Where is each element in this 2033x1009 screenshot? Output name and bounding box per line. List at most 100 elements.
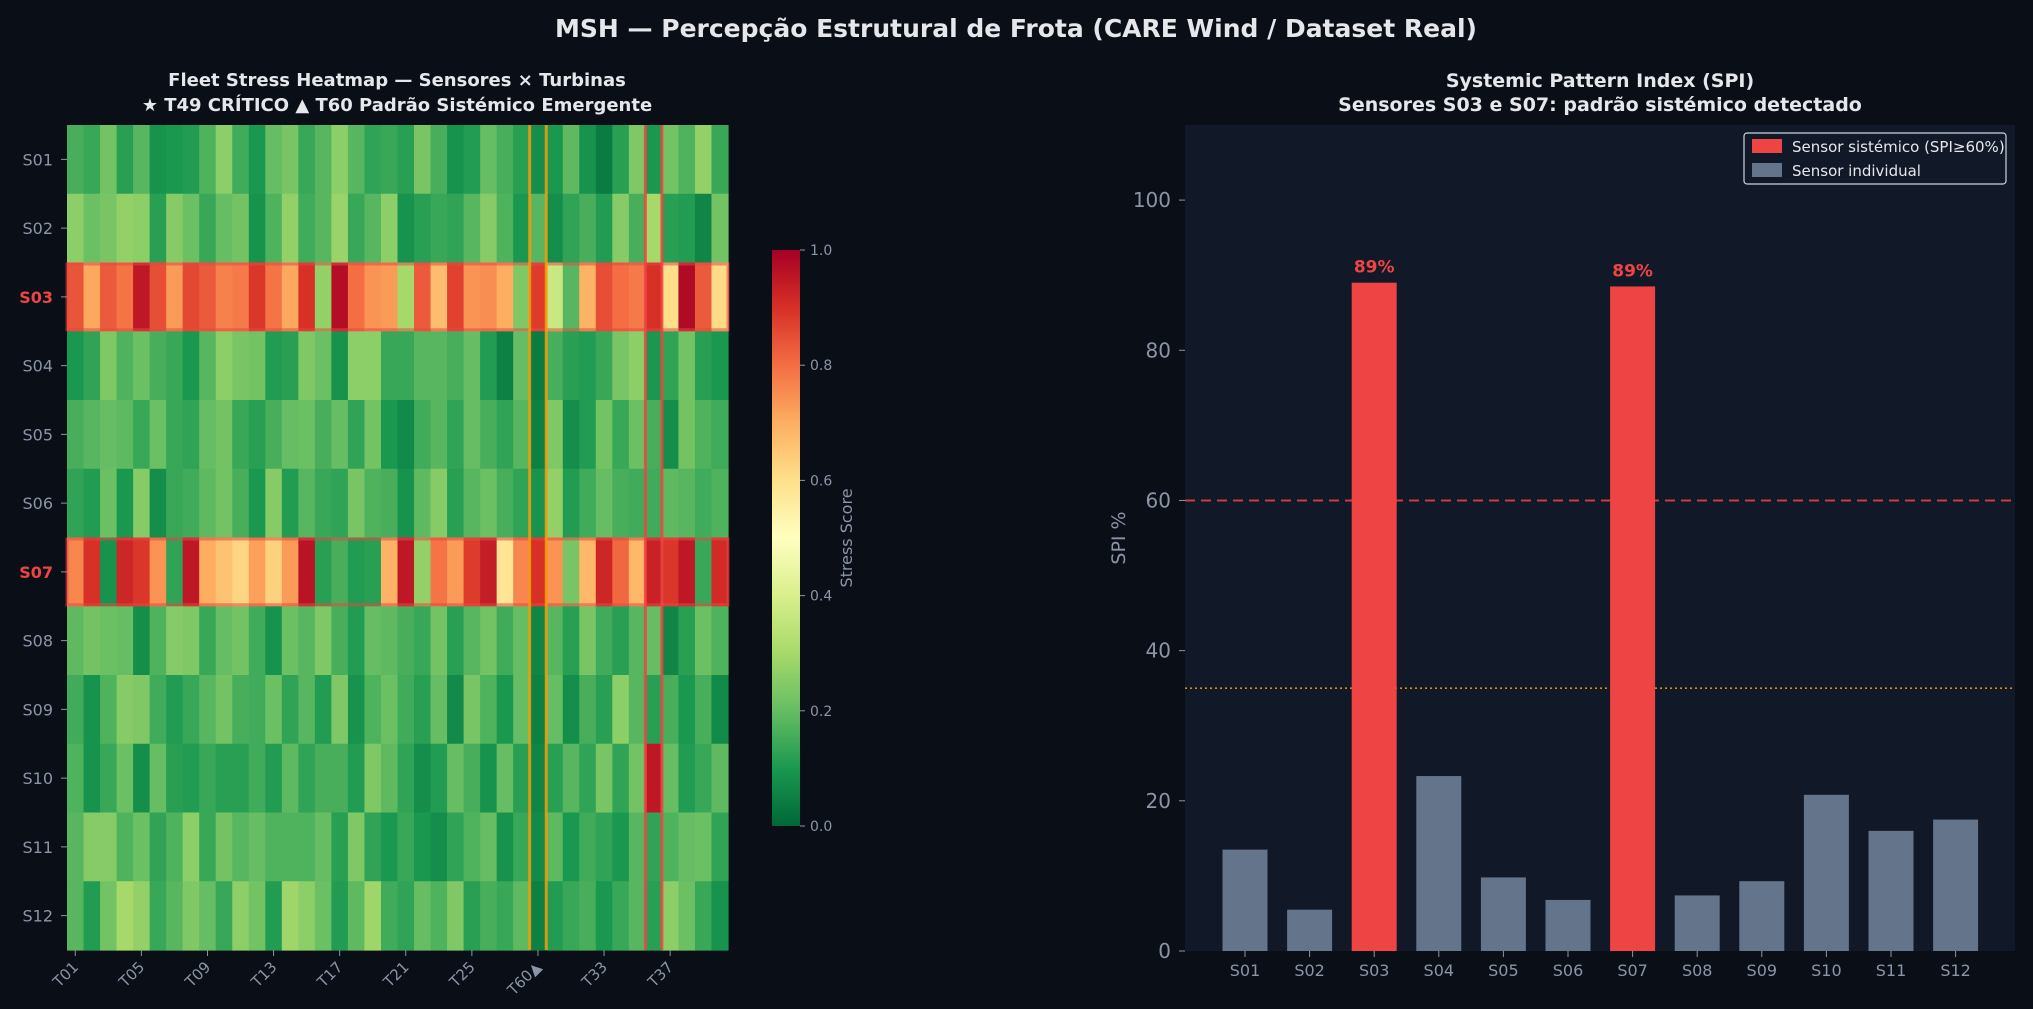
heatmap-cell xyxy=(661,125,680,195)
heatmap-cell xyxy=(215,125,233,195)
bar-s09 xyxy=(1739,881,1785,951)
heatmap-row-label: S11 xyxy=(22,838,53,857)
legend-label-systemic: Sensor sistémico (SPI≥60%) xyxy=(1792,138,2005,156)
heatmap-cell xyxy=(116,331,134,401)
heatmap-cell xyxy=(116,125,134,195)
heatmap-cell xyxy=(562,468,580,539)
heatmap-cell xyxy=(546,193,564,264)
heatmap-cell xyxy=(529,468,547,539)
bar-ytick-label: 0 xyxy=(1158,939,1171,963)
heatmap-cell xyxy=(645,881,663,951)
heatmap-cell xyxy=(281,400,299,470)
heatmap-cell xyxy=(628,537,646,607)
heatmap-cell xyxy=(546,881,564,951)
heatmap-cell xyxy=(248,262,266,332)
heatmap-title-line2: ★ T49 CRÍTICO ▲ T60 Padrão Sistémico Eme… xyxy=(142,94,652,116)
heatmap-cell xyxy=(430,606,448,676)
heatmap-cell xyxy=(513,675,531,745)
heatmap-cell xyxy=(199,606,217,676)
bar-s06 xyxy=(1545,899,1591,951)
heatmap-cell xyxy=(83,193,101,264)
heatmap-cell xyxy=(480,468,498,539)
heatmap-cell xyxy=(447,125,465,195)
heatmap-cell xyxy=(314,812,332,882)
heatmap-cell xyxy=(546,675,564,745)
heatmap-cell xyxy=(595,331,613,401)
heatmap-cell xyxy=(678,468,696,539)
bar-xtick-label: S01 xyxy=(1230,961,1261,980)
heatmap-cell xyxy=(265,743,283,814)
heatmap-cell xyxy=(628,881,646,951)
heatmap-cell xyxy=(595,606,613,676)
heatmap-cell xyxy=(430,743,448,814)
heatmap-column-label: T17 xyxy=(313,958,346,991)
heatmap-cell xyxy=(116,537,134,607)
heatmap-cell xyxy=(182,675,200,745)
bar-ytick-label: 100 xyxy=(1133,188,1171,212)
bar-s07 xyxy=(1610,286,1656,952)
heatmap-cell xyxy=(182,468,200,539)
heatmap-cell xyxy=(678,262,696,332)
heatmap-cell xyxy=(281,193,299,264)
heatmap-cell xyxy=(513,743,531,814)
heatmap-cell xyxy=(496,331,514,401)
heatmap-cell xyxy=(116,193,134,264)
heatmap-cell xyxy=(513,606,531,676)
heatmap-cell xyxy=(397,262,415,332)
heatmap-cell xyxy=(232,400,250,470)
heatmap-cell xyxy=(182,125,200,195)
colorbar-label: Stress Score xyxy=(837,488,856,587)
heatmap-cell xyxy=(100,812,118,882)
heatmap-cell xyxy=(463,400,481,470)
heatmap-cell xyxy=(298,125,316,195)
heatmap-cell xyxy=(480,400,498,470)
heatmap-cell xyxy=(496,537,514,607)
heatmap-cell xyxy=(149,468,167,539)
heatmap-cell xyxy=(281,881,299,951)
heatmap-cell xyxy=(414,812,432,882)
heatmap-cell xyxy=(661,881,680,951)
heatmap-cell xyxy=(215,675,233,745)
heatmap-cell xyxy=(347,331,366,401)
legend-swatch-individual xyxy=(1752,163,1782,177)
heatmap-cell xyxy=(480,537,498,607)
heatmap-cell xyxy=(248,537,266,607)
bar-data-label: 89% xyxy=(1612,261,1653,281)
heatmap-cell xyxy=(529,331,547,401)
heatmap-cell xyxy=(628,606,646,676)
heatmap-cell xyxy=(694,331,713,401)
heatmap-cell xyxy=(612,331,630,401)
colorbar-tick-label: 0.8 xyxy=(810,358,832,374)
heatmap-cell xyxy=(480,606,498,676)
heatmap-cell xyxy=(414,331,432,401)
heatmap-cell xyxy=(562,400,580,470)
heatmap-cell xyxy=(529,606,547,676)
heatmap-cell xyxy=(166,537,184,607)
heatmap-cell xyxy=(678,881,696,951)
heatmap-cell xyxy=(133,262,151,332)
heatmap-cell xyxy=(100,468,118,539)
heatmap-cell xyxy=(595,400,613,470)
heatmap-cell xyxy=(232,743,250,814)
heatmap-cell xyxy=(347,262,366,332)
heatmap-cell xyxy=(347,193,366,264)
heatmap-cell xyxy=(364,606,382,676)
heatmap-cell xyxy=(215,606,233,676)
heatmap-cell xyxy=(347,606,366,676)
heatmap-cell xyxy=(182,331,200,401)
heatmap-cell xyxy=(562,193,580,264)
heatmap-cell xyxy=(298,193,316,264)
heatmap-cell xyxy=(562,812,580,882)
heatmap-cell xyxy=(529,812,547,882)
heatmap-cell xyxy=(199,743,217,814)
heatmap-cell xyxy=(232,331,250,401)
heatmap-cell xyxy=(414,262,432,332)
heatmap-cell xyxy=(149,400,167,470)
heatmap-cell xyxy=(579,468,597,539)
heatmap-cell xyxy=(67,193,85,264)
heatmap-cell xyxy=(645,675,663,745)
bars xyxy=(1222,282,1979,952)
heatmap-cell xyxy=(546,125,564,195)
heatmap-cell xyxy=(628,812,646,882)
heatmap-cell xyxy=(612,537,630,607)
